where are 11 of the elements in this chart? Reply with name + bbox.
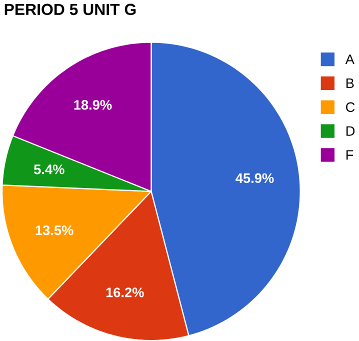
data-label: 13.5% [36, 225, 74, 236]
data-label: 45.9% [236, 173, 274, 183]
chart-title: PERIOD 5 UNIT G [4, 4, 136, 16]
legend-label: D [346, 126, 355, 136]
legend-label: C [346, 102, 355, 112]
legend-label: B [346, 78, 354, 88]
data-label: 16.2% [106, 288, 144, 298]
data-label: 18.9% [74, 100, 112, 110]
legend-label: F [346, 150, 354, 160]
legend-label: A [345, 54, 354, 64]
data-label: 5.4% [34, 164, 64, 174]
